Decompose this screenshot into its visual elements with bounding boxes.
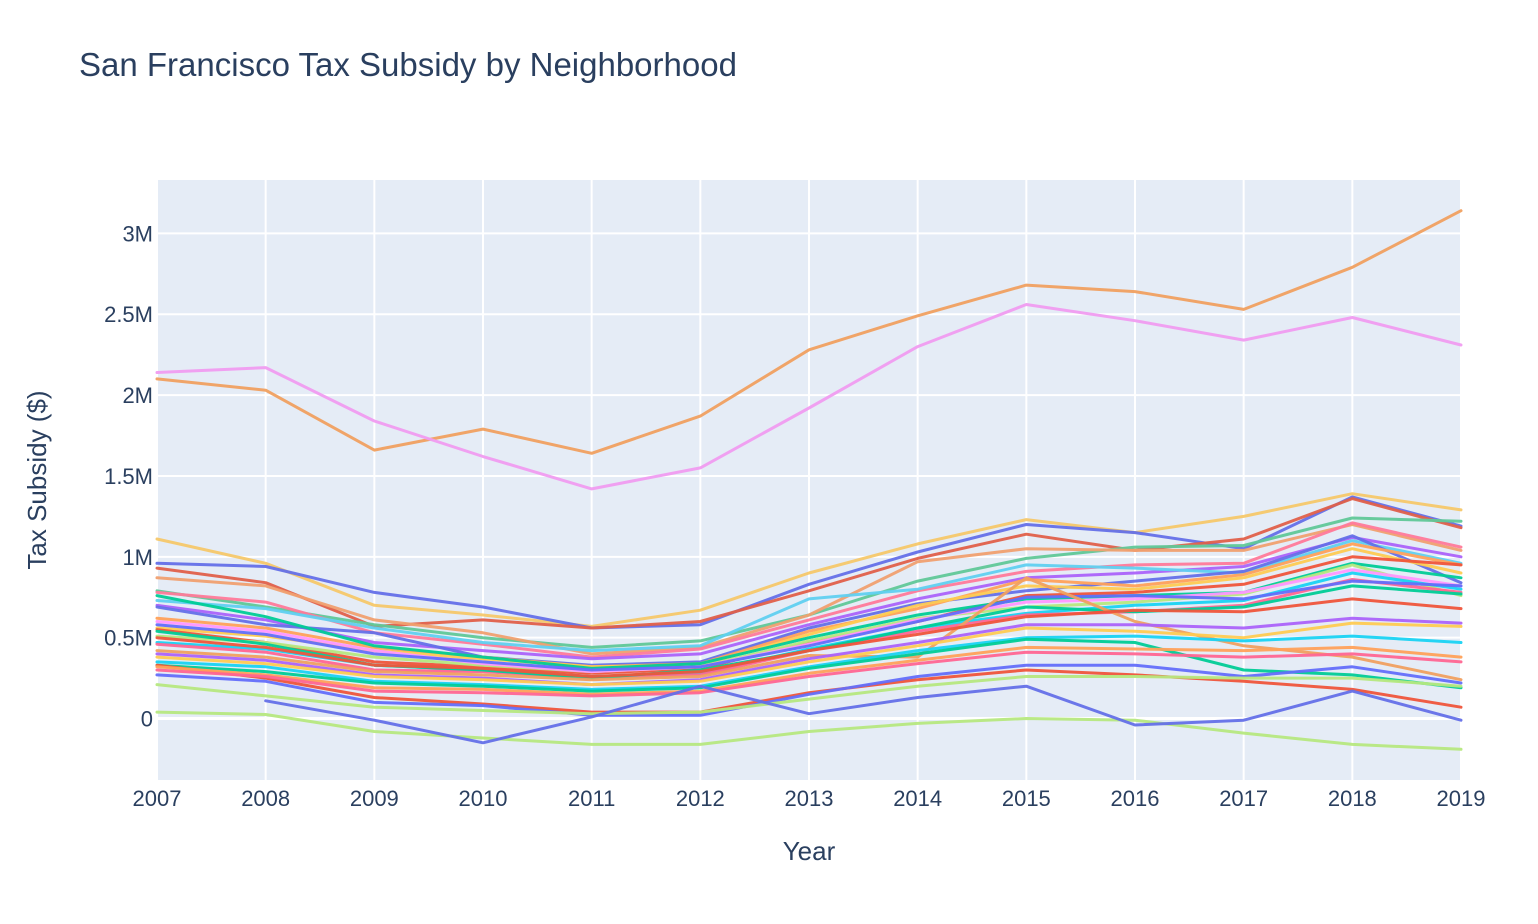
series-line-29 (155, 663, 1463, 717)
series-lines (155, 209, 1463, 751)
chart-title: San Francisco Tax Subsidy by Neighborhoo… (79, 46, 737, 83)
x-tick-label: 2019 (1437, 786, 1486, 811)
x-tick-label: 2013 (785, 786, 834, 811)
series-line-23 (155, 597, 1463, 678)
x-tick-label: 2018 (1328, 786, 1377, 811)
series-line-20 (155, 579, 1463, 672)
series-line-27 (155, 637, 1463, 693)
series-line-14 (155, 555, 1463, 675)
x-tick-label: 2016 (1111, 786, 1160, 811)
y-tick-label: 1M (122, 545, 153, 570)
series-line-31 (155, 650, 1463, 698)
x-tick-label: 2012 (676, 786, 725, 811)
x-axis-ticks: 2007 2008 2009 2010 2011 2012 2013 2014 2015 2016… (133, 786, 1486, 811)
series-line-4 (155, 495, 1463, 630)
y-tick-label: 0 (141, 707, 153, 732)
x-tick-label: 2011 (568, 786, 615, 811)
series-line-9 (155, 535, 1463, 661)
y-tick-label: 2M (122, 383, 153, 408)
y-tick-label: 0.5M (104, 626, 153, 651)
series-line-1 (155, 209, 1463, 455)
series-line-24 (155, 616, 1463, 687)
x-tick-label: 2017 (1219, 786, 1268, 811)
series-line-22 (155, 576, 1463, 682)
series-line-10 (155, 539, 1463, 653)
series-line-28 (155, 663, 1463, 714)
series-line-33 (155, 710, 1463, 751)
y-tick-label: 3M (122, 221, 153, 246)
series-line-30 (155, 645, 1463, 696)
y-axis-label: Tax Subsidy ($) (22, 390, 52, 569)
x-axis-label: Year (783, 836, 836, 866)
y-tick-label: 2.5M (104, 302, 153, 327)
series-line-7 (155, 523, 1463, 656)
x-tick-label: 2008 (241, 786, 290, 811)
series-line-32 (155, 675, 1463, 716)
x-tick-label: 2009 (350, 786, 399, 811)
x-tick-label: 2007 (133, 786, 182, 811)
x-tick-label: 2014 (893, 786, 942, 811)
series-line-26 (155, 634, 1463, 691)
x-tick-label: 2015 (1002, 786, 1051, 811)
y-tick-label: 1.5M (104, 464, 153, 489)
series-line-11 (155, 534, 1463, 667)
series-line-17 (155, 568, 1463, 674)
series-line-3 (155, 492, 1463, 628)
series-line-5 (155, 497, 1463, 630)
series-line-12 (155, 542, 1463, 669)
x-tick-label: 2010 (459, 786, 508, 811)
y-axis-ticks: 0 0.5M 1M 1.5M 2M 2.5M 3M (104, 221, 153, 731)
series-line-16 (155, 563, 1463, 674)
series-line-25 (155, 621, 1463, 687)
series-line-2 (155, 303, 1463, 491)
series-line-34 (264, 684, 1463, 745)
